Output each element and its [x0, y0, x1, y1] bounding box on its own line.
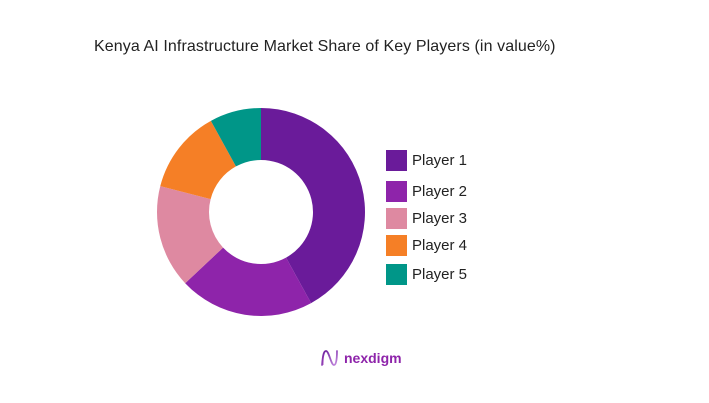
legend-item-player-3: Player 3	[386, 207, 468, 229]
legend-item-player-1: Player 1	[386, 149, 468, 171]
legend-label: Player 4	[412, 236, 468, 254]
legend-item-player-2: Player 2	[386, 180, 468, 202]
brand-name: nexdigm	[344, 350, 402, 366]
nexdigm-logo-icon	[321, 350, 338, 366]
legend-swatch	[386, 263, 407, 285]
legend-swatch	[386, 234, 407, 256]
legend-item-player-4: Player 4	[386, 234, 468, 256]
donut-slice-player-4	[160, 120, 236, 200]
donut-slice-player-2	[185, 247, 312, 316]
brand-logo: nexdigm	[320, 348, 402, 368]
legend-label: Player 3	[412, 209, 468, 227]
legend-swatch	[386, 207, 407, 229]
legend-swatch	[386, 149, 407, 171]
chart-legend: Player 1 Player 2 Player 3 Player 4 Play…	[386, 149, 468, 291]
legend-label: Player 2	[412, 182, 468, 200]
legend-item-player-5: Player 5	[386, 263, 468, 285]
legend-swatch	[386, 180, 407, 202]
legend-label: Player 1	[412, 151, 468, 169]
legend-label: Player 5	[412, 265, 468, 283]
donut-slice-player-1	[261, 108, 365, 304]
chart-title: Kenya AI Infrastructure Market Share of …	[94, 38, 556, 55]
donut-slice-player-3	[156, 186, 224, 284]
donut-slice-player-5	[210, 108, 261, 167]
